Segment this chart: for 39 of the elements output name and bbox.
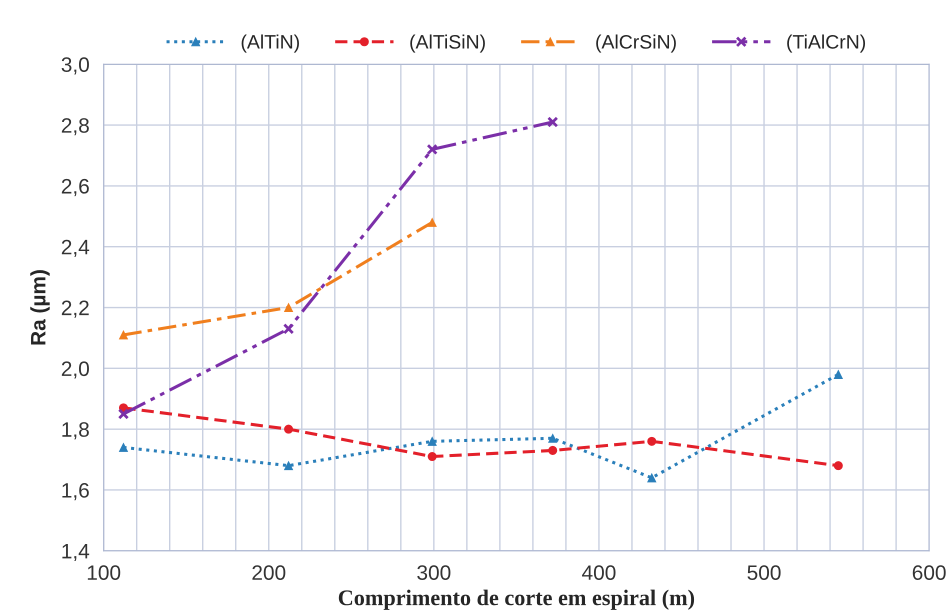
y-tick-label: 2,2 [62, 300, 89, 318]
point [548, 434, 558, 443]
point [284, 424, 294, 434]
y-axis-title: Ra (µm) [30, 270, 50, 345]
y-tick-label: 1,4 [62, 544, 90, 562]
x-tick-label: 100 [88, 565, 120, 580]
legend-label: (AlTiSiN) [410, 34, 485, 53]
point [118, 442, 128, 452]
point [834, 370, 843, 379]
legend-label: (AlCrSiN) [596, 34, 676, 53]
x-tick-label: 200 [252, 565, 286, 580]
y-tick-label: 2,0 [62, 361, 89, 379]
x-tick-label: 400 [582, 565, 616, 580]
point [428, 436, 437, 446]
point [284, 461, 294, 470]
point [426, 144, 438, 155]
legend-label: (AlTiN) [242, 34, 299, 53]
x-tick-label: 600 [912, 565, 946, 580]
y-tick-label: 3,0 [62, 57, 89, 74]
x-tick-label: 500 [747, 565, 781, 580]
y-tick-label: 2,8 [62, 118, 89, 136]
legend-label: (TiAlCrN) [787, 34, 866, 53]
point [547, 116, 558, 128]
y-tick-label: 2,4 [62, 240, 90, 257]
point [118, 408, 130, 420]
point [548, 446, 558, 455]
x-axis-title: Comprimento de corte em espiral (m) [338, 590, 694, 610]
point [284, 303, 294, 312]
y-tick-label: 2,6 [62, 178, 89, 196]
y-tick-label: 1,6 [62, 482, 89, 500]
point [428, 218, 437, 227]
point [834, 461, 843, 470]
point [647, 436, 656, 446]
y-tick-label: 1,8 [62, 422, 89, 440]
point [647, 473, 656, 482]
point [428, 452, 437, 462]
x-tick-label: 300 [417, 565, 450, 580]
point [118, 330, 128, 340]
point [283, 323, 294, 334]
